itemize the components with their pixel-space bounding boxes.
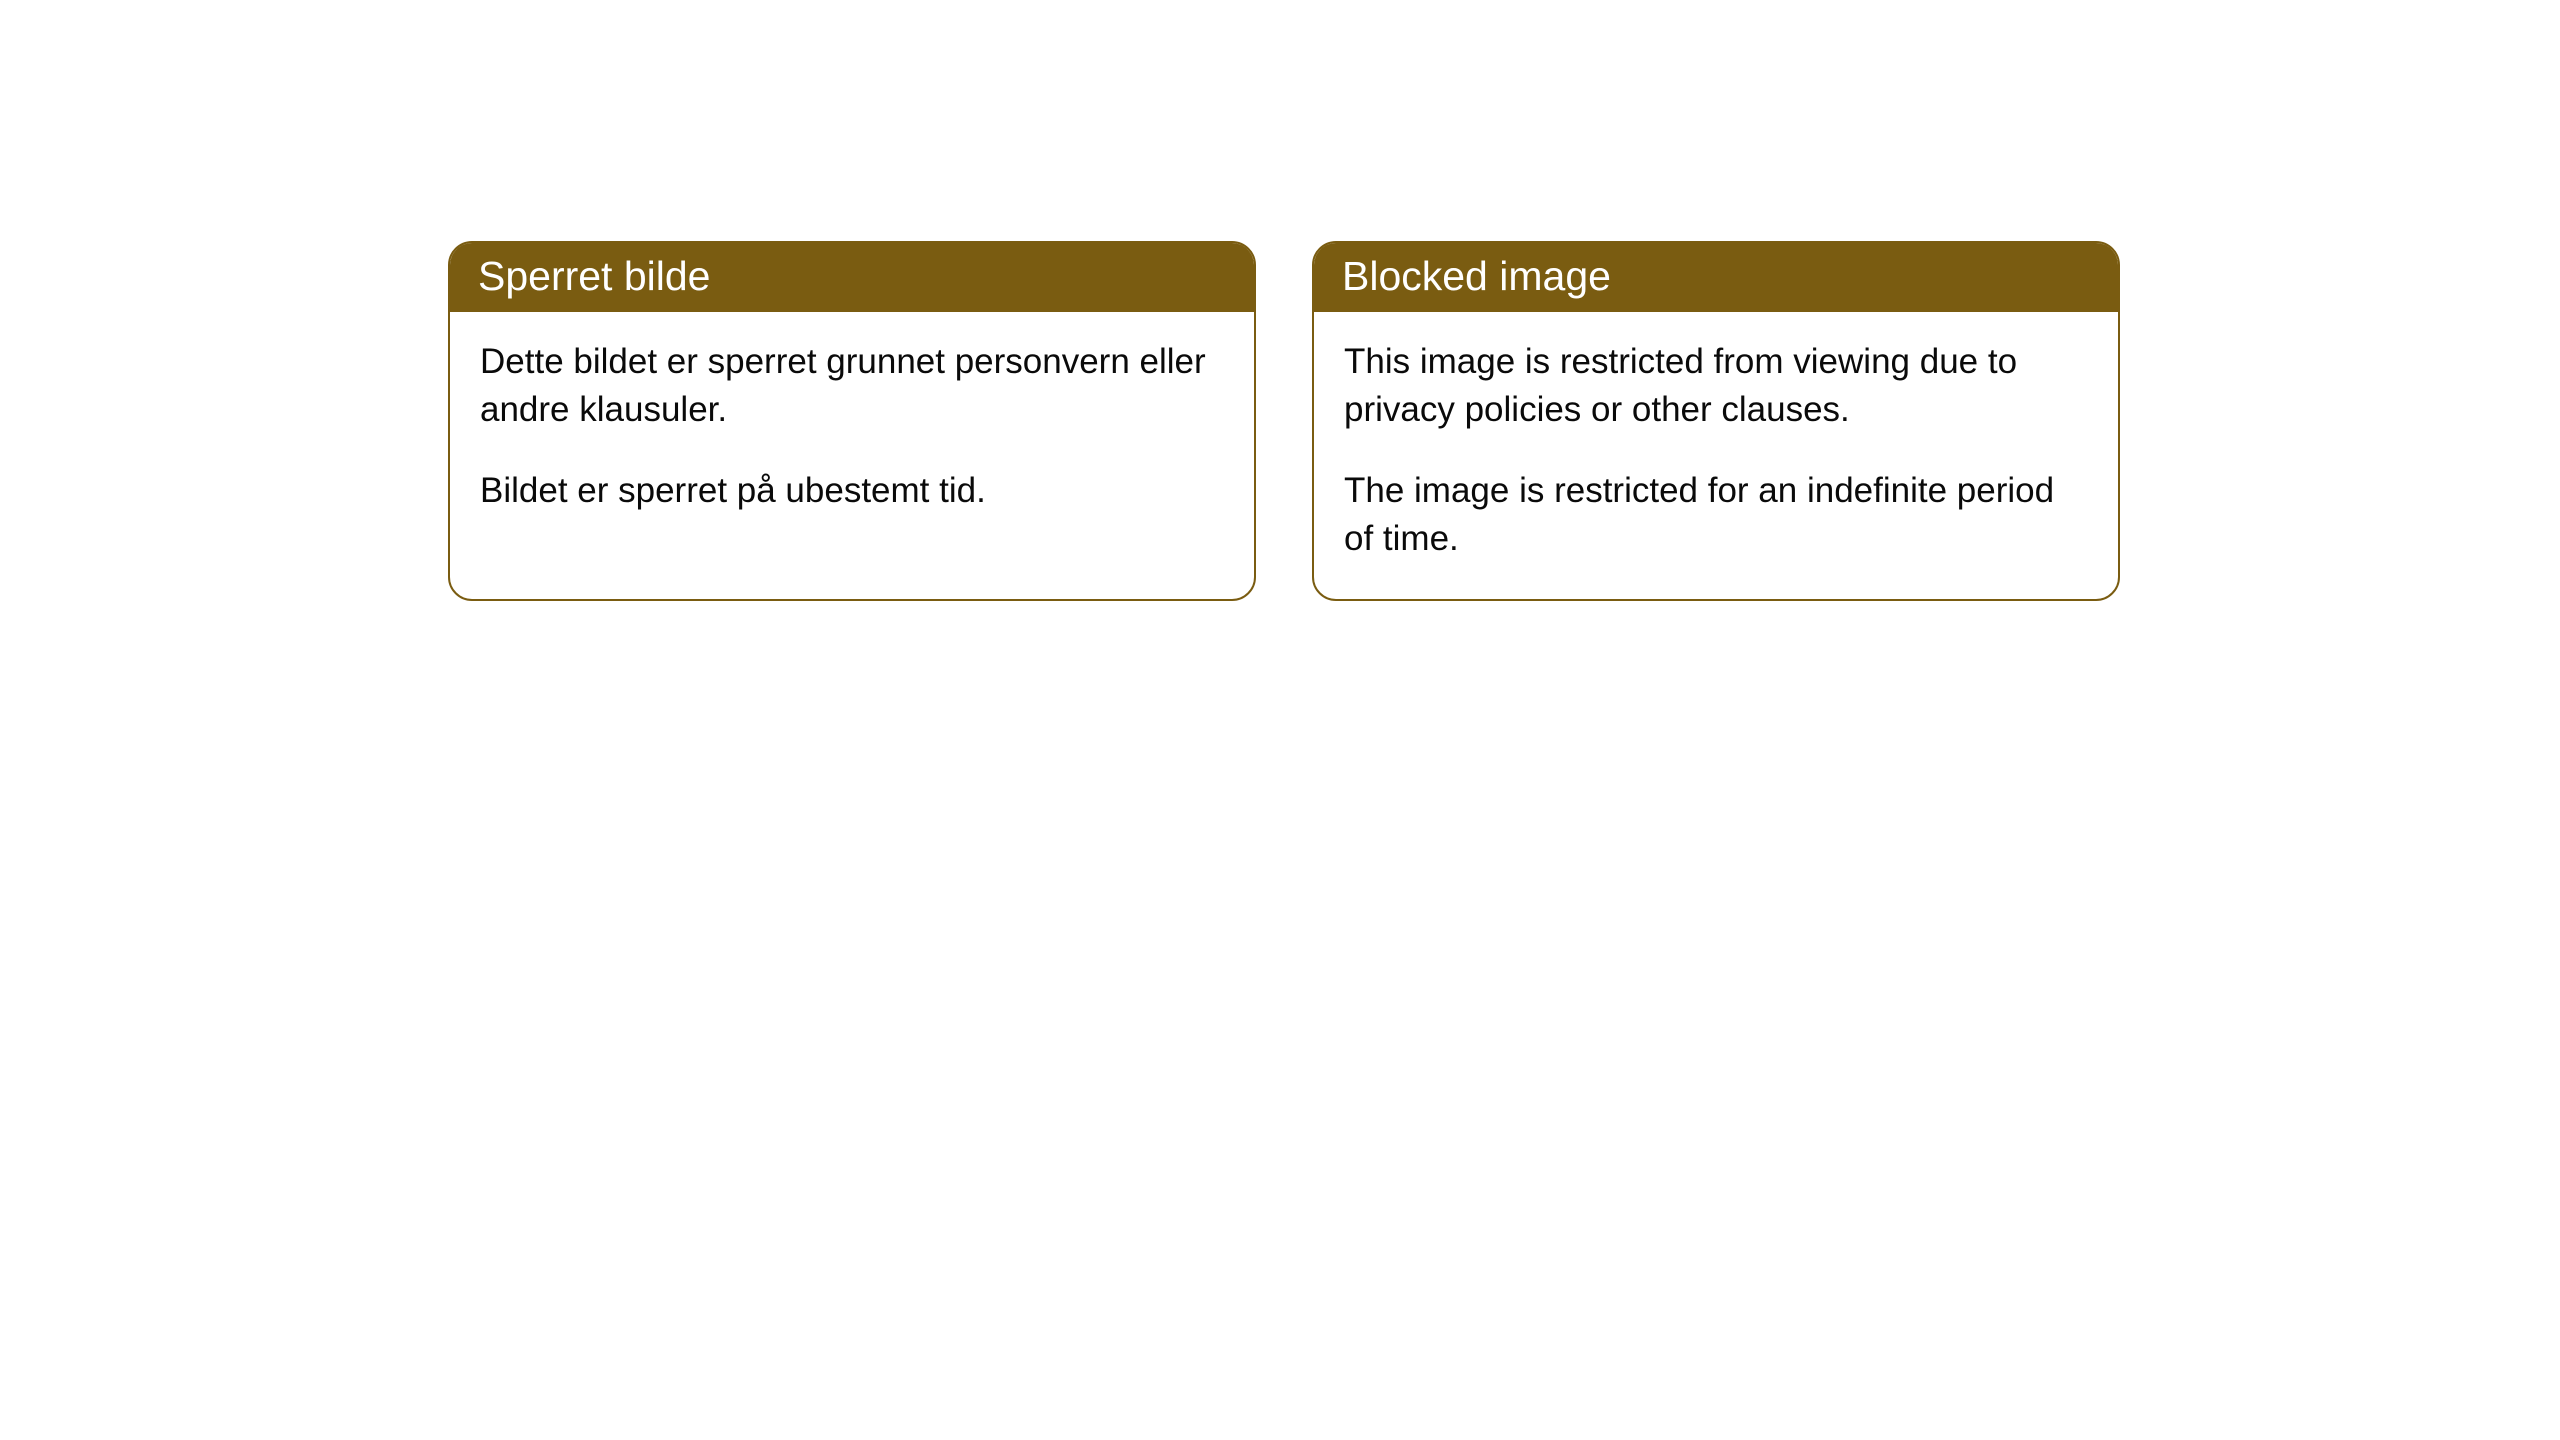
card-title: Blocked image: [1342, 253, 1611, 299]
blocked-image-card-norwegian: Sperret bilde Dette bildet er sperret gr…: [448, 241, 1256, 601]
card-header-norwegian: Sperret bilde: [450, 243, 1254, 312]
card-paragraph: Bildet er sperret på ubestemt tid.: [480, 467, 1224, 515]
card-body-english: This image is restricted from viewing du…: [1314, 312, 2118, 599]
card-paragraph: The image is restricted for an indefinit…: [1344, 467, 2088, 564]
card-header-english: Blocked image: [1314, 243, 2118, 312]
card-paragraph: Dette bildet er sperret grunnet personve…: [480, 338, 1224, 435]
card-paragraph: This image is restricted from viewing du…: [1344, 338, 2088, 435]
card-body-norwegian: Dette bildet er sperret grunnet personve…: [450, 312, 1254, 551]
blocked-image-card-english: Blocked image This image is restricted f…: [1312, 241, 2120, 601]
card-title: Sperret bilde: [478, 253, 710, 299]
notice-cards-container: Sperret bilde Dette bildet er sperret gr…: [0, 0, 2560, 601]
